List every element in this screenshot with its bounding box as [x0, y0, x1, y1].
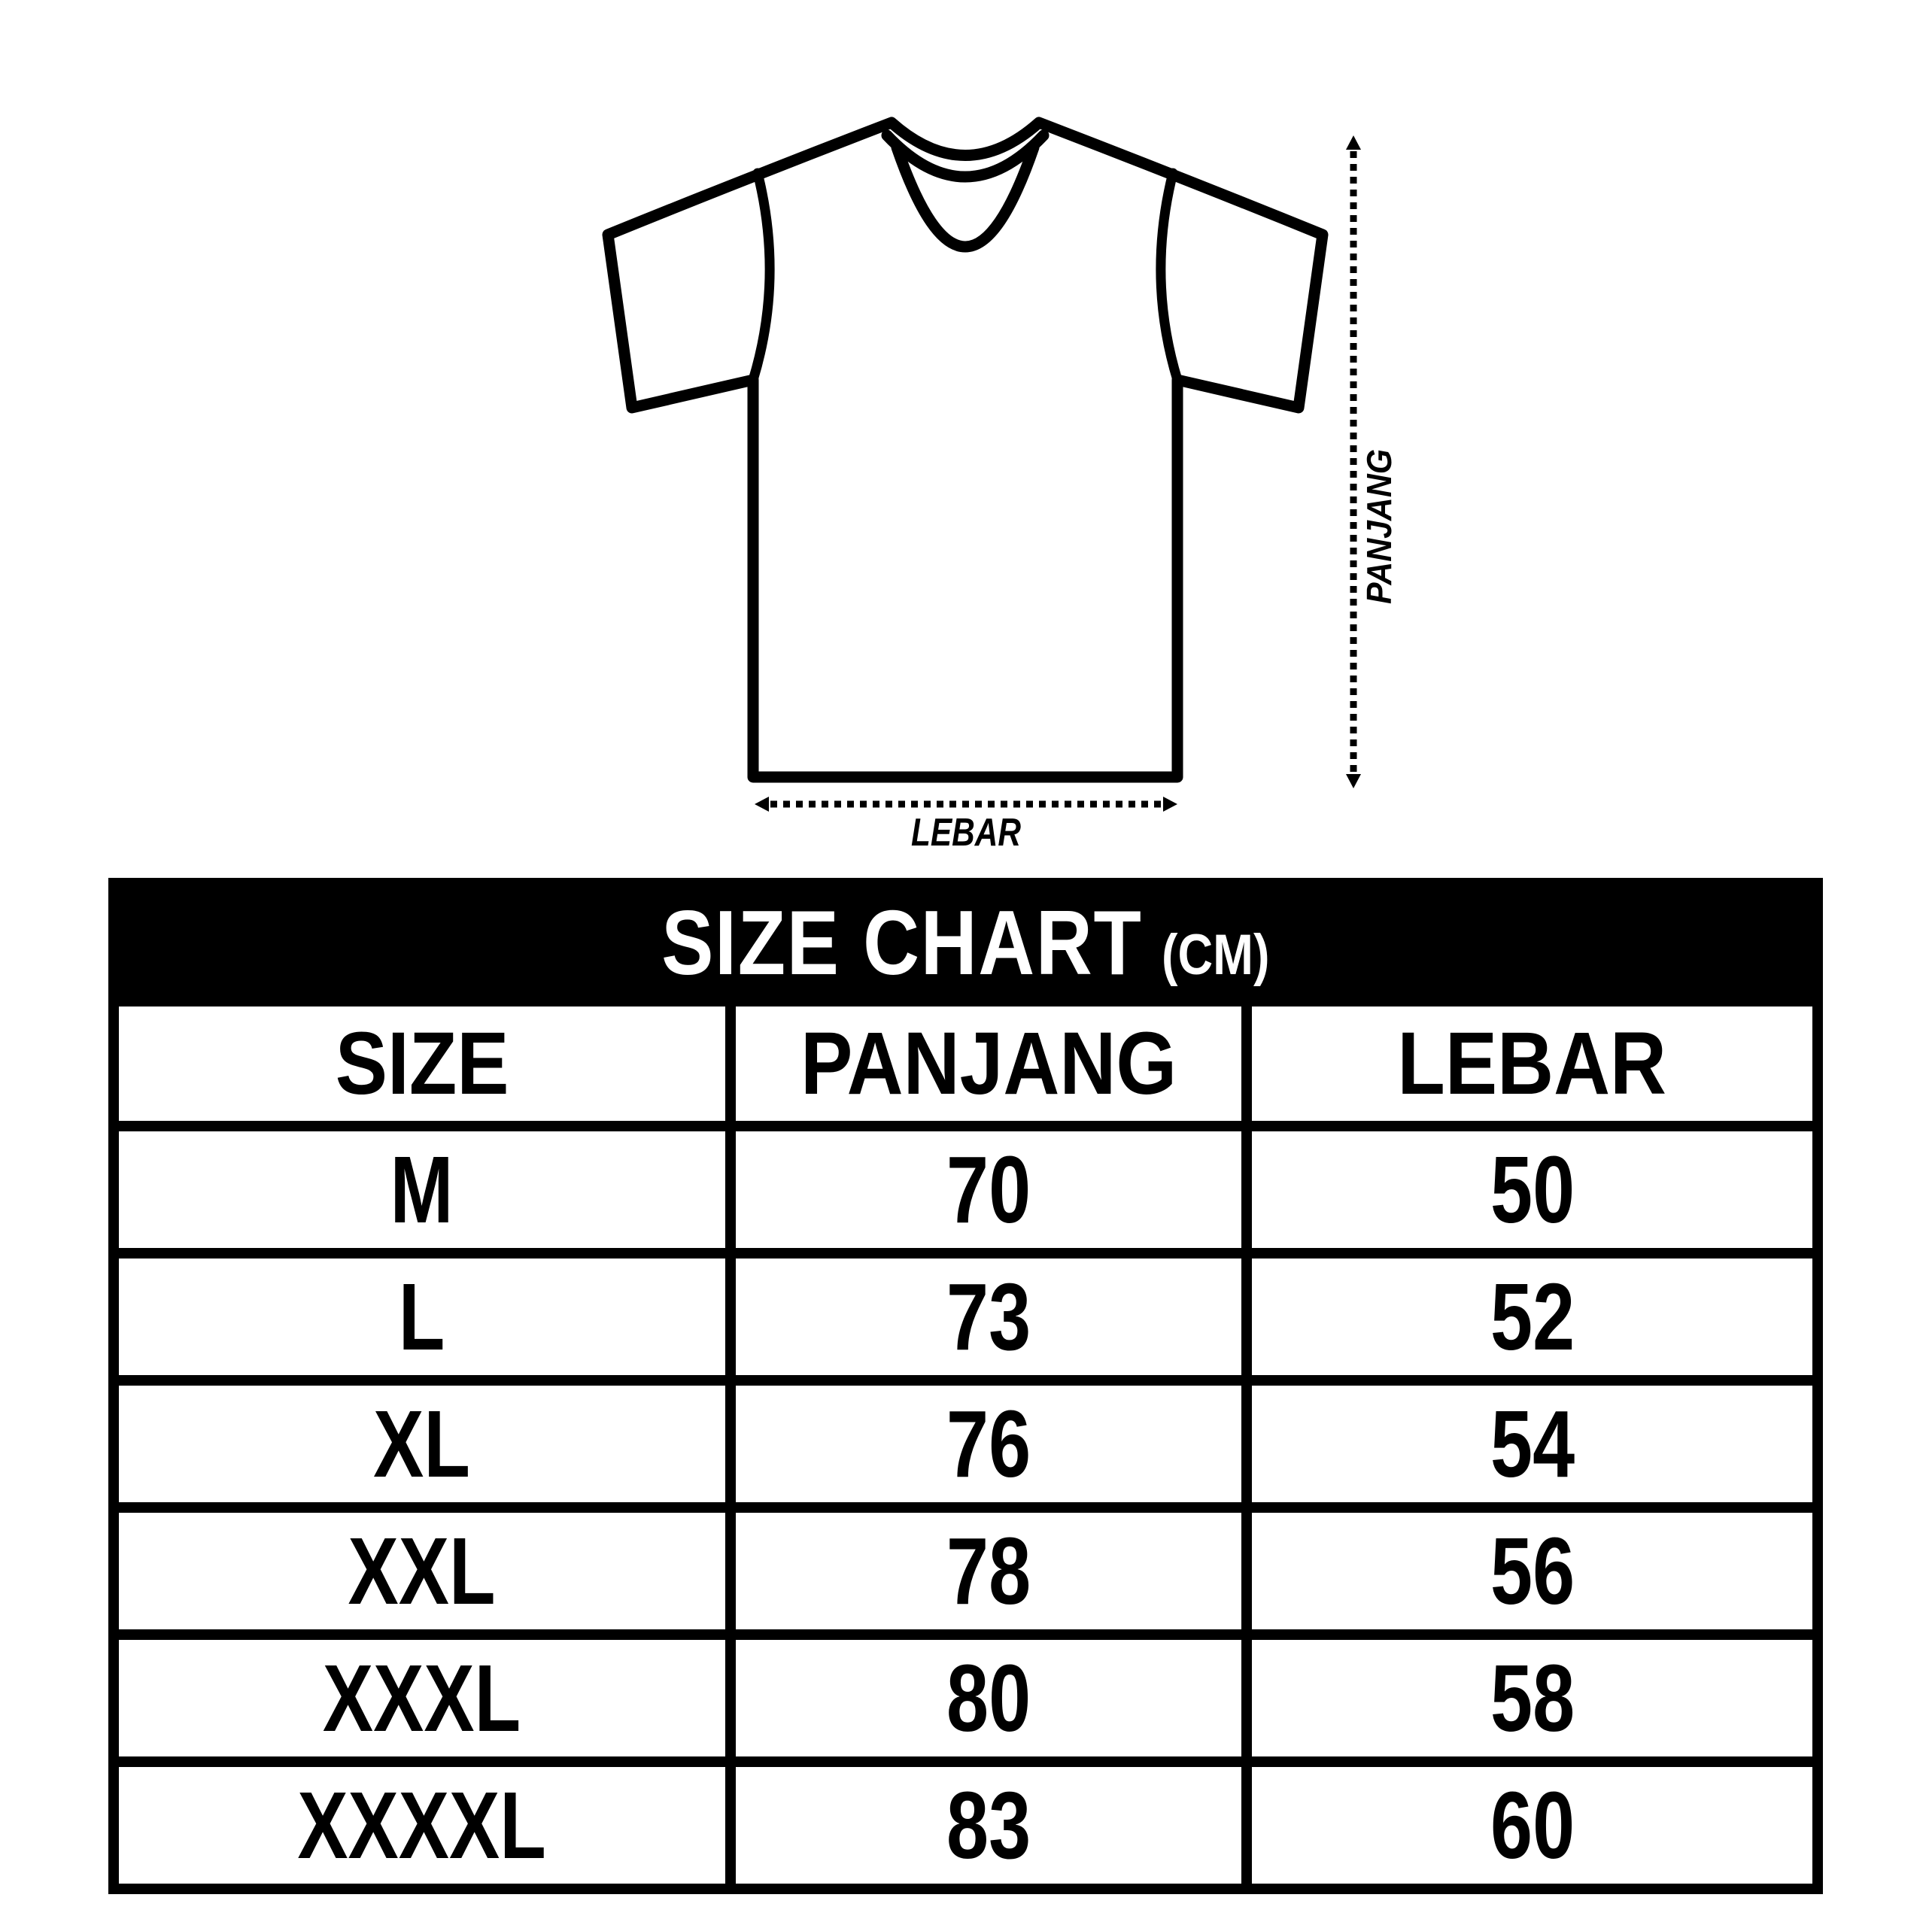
cell-lebar: 52 — [1241, 1248, 1823, 1386]
cell-lebar: 56 — [1241, 1502, 1823, 1640]
tshirt-measurement-diagram: PANJANG LEBAR — [602, 117, 1399, 855]
collar-front-arc — [891, 141, 1040, 253]
arrow-left-icon — [755, 797, 769, 812]
cell-panjang: 78 — [724, 1502, 1253, 1640]
table-row-xxxxl: XXXXL 83 60 — [108, 1756, 1823, 1894]
right-armhole-seam — [1156, 168, 1183, 385]
column-header-panjang: PANJANG — [724, 1006, 1253, 1131]
tshirt-drawing — [602, 117, 1329, 783]
table-title: SIZE CHART — [661, 891, 1143, 994]
arrow-up-icon — [1346, 135, 1361, 150]
cell-panjang: 83 — [724, 1756, 1253, 1894]
column-header-size: SIZE — [108, 1006, 736, 1131]
cell-panjang: 76 — [724, 1375, 1253, 1513]
cell-lebar: 60 — [1241, 1756, 1823, 1894]
table-row-xl: XL 76 54 — [108, 1375, 1823, 1513]
arrow-down-icon — [1346, 774, 1361, 788]
table-title-group: SIZE CHART (CM) — [661, 890, 1269, 995]
left-armhole-seam — [748, 168, 775, 385]
tshirt-outline — [602, 117, 1329, 783]
cell-lebar: 50 — [1241, 1121, 1823, 1258]
size-table: SIZE PANJANG LEBAR M 70 50 L 73 52 XL 76… — [108, 1006, 1823, 1894]
arrow-right-icon — [1163, 797, 1177, 812]
table-row-xxl: XXL 78 56 — [108, 1502, 1823, 1640]
cell-panjang: 73 — [724, 1248, 1253, 1386]
width-dimension-arrow: LEBAR — [755, 797, 1177, 855]
cell-size: XXXL — [108, 1629, 736, 1767]
cell-lebar: 58 — [1241, 1629, 1823, 1767]
size-table-header-row: SIZE PANJANG LEBAR — [108, 1006, 1823, 1131]
table-row-m: M 70 50 — [108, 1121, 1823, 1258]
table-row-l: L 73 52 — [108, 1248, 1823, 1386]
table-title-bar: SIZE CHART (CM) — [108, 878, 1823, 1006]
collar-band-arc — [881, 129, 1050, 183]
table-row-xxxl: XXXL 80 58 — [108, 1629, 1823, 1767]
column-header-lebar: LEBAR — [1241, 1006, 1823, 1131]
cell-size: L — [108, 1248, 736, 1386]
cell-size: M — [108, 1121, 736, 1258]
length-dimension-arrow: PANJANG — [1346, 135, 1399, 788]
table-title-unit: (CM) — [1162, 922, 1270, 987]
cell-panjang: 70 — [724, 1121, 1253, 1258]
cell-lebar: 54 — [1241, 1375, 1823, 1513]
lebar-label: LEBAR — [911, 811, 1021, 855]
cell-size: XL — [108, 1375, 736, 1513]
cell-size: XXL — [108, 1502, 736, 1640]
cell-size: XXXXL — [108, 1756, 736, 1894]
cell-panjang: 80 — [724, 1629, 1253, 1767]
panjang-label: PANJANG — [1359, 449, 1399, 604]
